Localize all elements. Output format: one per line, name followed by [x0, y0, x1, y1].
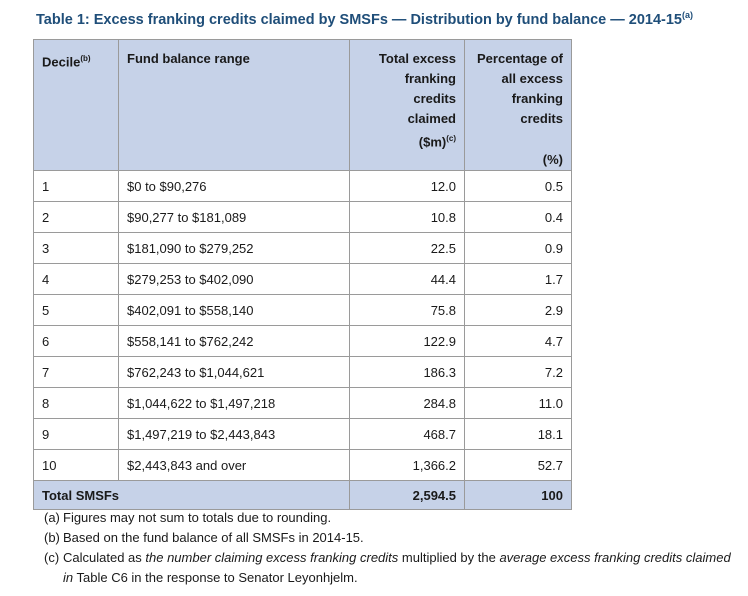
table-row: 8 $1,044,622 to $1,497,218 284.8 11.0 [33, 387, 572, 419]
footnote-text-part: multiplied by the [398, 550, 500, 565]
header-decile-label: Decile [42, 54, 81, 70]
header-fund-balance-range: Fund balance range [118, 39, 350, 171]
cell-total: 1,366.2 [349, 449, 465, 481]
cell-range: $558,141 to $762,242 [118, 325, 350, 357]
footnote-label: (a) [44, 510, 60, 525]
cell-total: 468.7 [349, 418, 465, 450]
header-pct-line: Percentage of [477, 51, 563, 66]
cell-percentage: 18.1 [464, 418, 572, 450]
total-row: Total SMSFs 2,594.5 100 [33, 480, 572, 510]
cell-decile: 10 [33, 449, 119, 481]
cell-range: $1,044,622 to $1,497,218 [118, 387, 350, 419]
cell-total: 12.0 [349, 170, 465, 202]
header-pct-line: franking [511, 91, 563, 106]
header-total-unit: ($m) [418, 134, 447, 150]
footnote-c: (c) Calculated as the number claiming ex… [44, 548, 744, 588]
footnote-text: Based on the fund balance of all SMSFs i… [63, 530, 364, 545]
footnote-text-part: Calculated as [63, 550, 146, 565]
header-pct-unit: (%) [542, 152, 563, 167]
header-total-ref: (c) [446, 134, 456, 143]
table-row: 2 $90,277 to $181,089 10.8 0.4 [33, 201, 572, 233]
footnote-text-italic: the number claiming excess franking cred… [145, 550, 399, 565]
total-percentage: 100 [464, 480, 572, 510]
cell-total: 186.3 [349, 356, 465, 388]
header-pct-line: credits [520, 111, 563, 126]
cell-total: 22.5 [349, 232, 465, 264]
cell-percentage: 1.7 [464, 263, 572, 295]
table-row: 5 $402,091 to $558,140 75.8 2.9 [33, 294, 572, 326]
footnote-a: (a) Figures may not sum to totals due to… [44, 508, 744, 528]
footnote-label: (c) [44, 550, 60, 565]
cell-decile: 5 [33, 294, 119, 326]
header-pct-line: all excess [501, 71, 563, 86]
cell-range: $181,090 to $279,252 [118, 232, 350, 264]
table-row: 7 $762,243 to $1,044,621 186.3 7.2 [33, 356, 572, 388]
footnote-label: (b) [44, 530, 60, 545]
cell-decile: 1 [33, 170, 119, 202]
header-percentage: Percentage of all excess franking credit… [464, 39, 572, 171]
table-row: 3 $181,090 to $279,252 22.5 0.9 [33, 232, 572, 264]
cell-total: 122.9 [349, 325, 465, 357]
footnote-text-part: Table C6 in the response to Senator Leyo… [73, 570, 358, 585]
table-row: 4 $279,253 to $402,090 44.4 1.7 [33, 263, 572, 295]
header-decile-ref: (b) [80, 54, 91, 63]
cell-range: $90,277 to $181,089 [118, 201, 350, 233]
header-total-excess: Total excess franking credits claimed ($… [349, 39, 465, 171]
table-title-text: Table 1: Excess franking credits claimed… [36, 11, 682, 28]
cell-percentage: 0.5 [464, 170, 572, 202]
cell-percentage: 52.7 [464, 449, 572, 481]
cell-percentage: 4.7 [464, 325, 572, 357]
cell-total: 75.8 [349, 294, 465, 326]
cell-percentage: 0.9 [464, 232, 572, 264]
header-total-line: franking [404, 71, 456, 86]
cell-percentage: 7.2 [464, 356, 572, 388]
cell-decile: 9 [33, 418, 119, 450]
table-title: Table 1: Excess franking credits claimed… [36, 10, 693, 28]
header-total-line: claimed [407, 111, 456, 126]
header-range-label: Fund balance range [127, 51, 250, 66]
cell-percentage: 0.4 [464, 201, 572, 233]
footnote-text: Calculated as the number claiming excess… [63, 548, 744, 588]
footnotes: (a) Figures may not sum to totals due to… [44, 508, 744, 588]
cell-decile: 8 [33, 387, 119, 419]
cell-range: $762,243 to $1,044,621 [118, 356, 350, 388]
cell-decile: 2 [33, 201, 119, 233]
cell-total: 284.8 [349, 387, 465, 419]
header-total-line: Total excess [378, 51, 456, 66]
cell-range: $0 to $90,276 [118, 170, 350, 202]
cell-percentage: 2.9 [464, 294, 572, 326]
cell-range: $2,443,843 and over [118, 449, 350, 481]
cell-decile: 6 [33, 325, 119, 357]
cell-total: 44.4 [349, 263, 465, 295]
cell-range: $402,091 to $558,140 [118, 294, 350, 326]
table-row: 9 $1,497,219 to $2,443,843 468.7 18.1 [33, 418, 572, 450]
table-row: 1 $0 to $90,276 12.0 0.5 [33, 170, 572, 202]
cell-percentage: 11.0 [464, 387, 572, 419]
cell-total: 10.8 [349, 201, 465, 233]
footnote-text: Figures may not sum to totals due to rou… [63, 510, 332, 525]
table-row: 6 $558,141 to $762,242 122.9 4.7 [33, 325, 572, 357]
total-amount: 2,594.5 [349, 480, 465, 510]
footnote-text-italic: average excess franking credits claimed … [63, 550, 731, 585]
header-decile: Decile(b) [33, 39, 119, 171]
table-row: 10 $2,443,843 and over 1,366.2 52.7 [33, 449, 572, 481]
title-footnote-ref: (a) [681, 10, 693, 20]
footnote-b: (b) Based on the fund balance of all SMS… [44, 528, 744, 548]
cell-decile: 4 [33, 263, 119, 295]
cell-decile: 3 [33, 232, 119, 264]
cell-range: $1,497,219 to $2,443,843 [118, 418, 350, 450]
franking-credits-table: Decile(b) Fund balance range Total exces… [33, 39, 572, 510]
total-label: Total SMSFs [33, 480, 350, 510]
cell-range: $279,253 to $402,090 [118, 263, 350, 295]
header-row: Decile(b) Fund balance range Total exces… [33, 39, 572, 171]
cell-decile: 7 [33, 356, 119, 388]
header-total-line: credits [413, 91, 456, 106]
